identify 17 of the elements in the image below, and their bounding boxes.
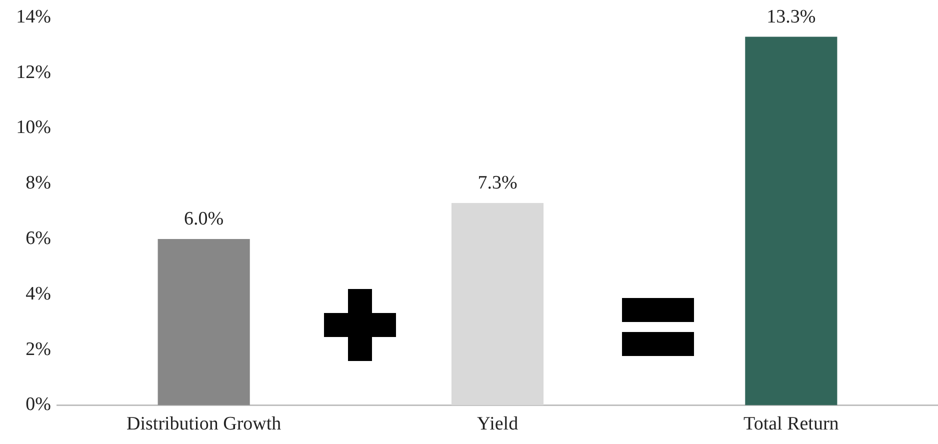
y-tick-label: 2% bbox=[26, 338, 52, 360]
y-tick-label: 4% bbox=[26, 283, 52, 304]
y-tick-label: 0% bbox=[26, 394, 52, 416]
x-tick-label: Distribution Growth bbox=[126, 414, 282, 435]
y-tick-label: 10% bbox=[16, 117, 52, 138]
bar bbox=[158, 239, 250, 406]
x-tick-label: Yield bbox=[476, 414, 519, 435]
bar bbox=[745, 36, 838, 406]
y-tick-label: 12% bbox=[16, 62, 52, 83]
data-label: 13.3% bbox=[766, 6, 816, 28]
y-tick-label: 14% bbox=[16, 6, 52, 28]
data-label: 7.3% bbox=[478, 172, 518, 194]
y-tick-label: 6% bbox=[26, 228, 52, 249]
y-tick-label: 8% bbox=[26, 172, 52, 194]
bar bbox=[451, 202, 544, 406]
data-label: 6.0% bbox=[184, 208, 224, 230]
x-tick-label: Total Return bbox=[744, 414, 840, 435]
